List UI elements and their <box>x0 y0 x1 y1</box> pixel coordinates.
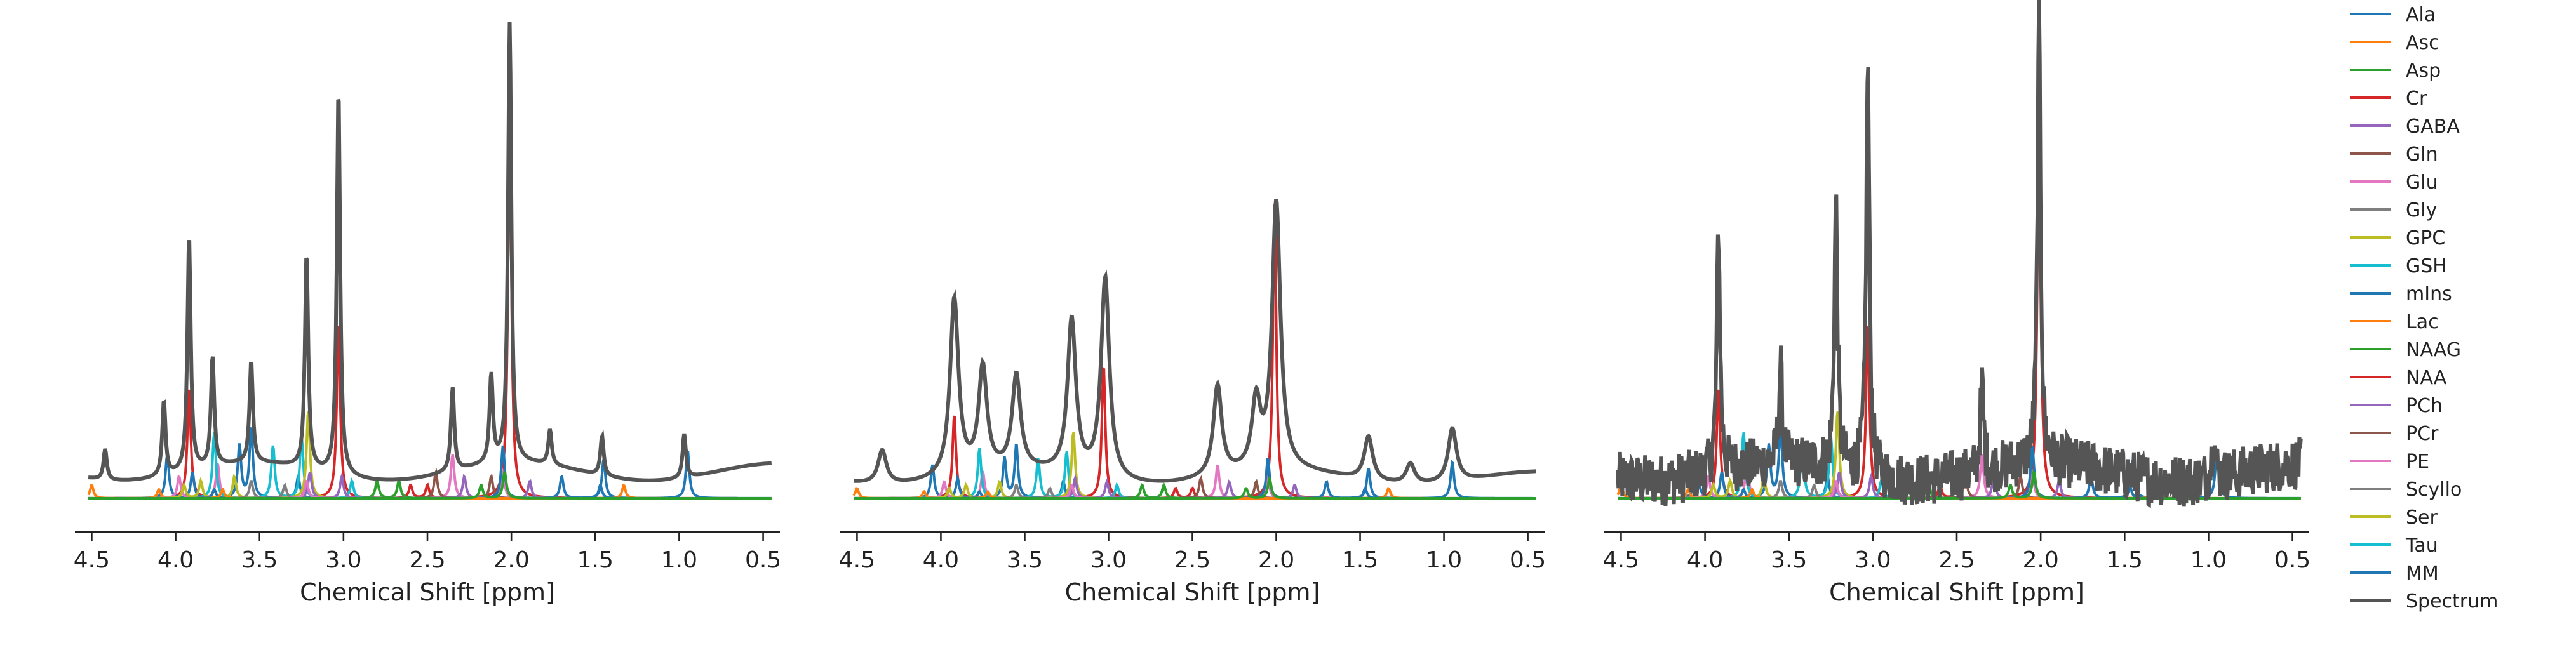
x-tick-label: 4.0 <box>158 547 194 573</box>
legend-label: NAAG <box>2406 339 2461 361</box>
legend-label: PCr <box>2406 423 2439 445</box>
legend-label: Scyllo <box>2406 479 2462 501</box>
legend-label: Asp <box>2406 60 2441 82</box>
legend-item: MM <box>2350 562 2439 585</box>
legend-label: Spectrum <box>2406 590 2498 613</box>
legend-item: Spectrum <box>2350 590 2498 613</box>
legend-label: PE <box>2406 451 2429 473</box>
x-tick-label: 0.5 <box>2274 547 2311 573</box>
legend-item: mIns <box>2350 283 2452 305</box>
legend-item: PCr <box>2350 423 2439 445</box>
x-tick-label: 4.0 <box>923 547 959 573</box>
x-tick-label: 3.5 <box>241 547 278 573</box>
x-tick-label: 1.5 <box>577 547 614 573</box>
x-tick-label: 3.0 <box>1855 547 1891 573</box>
x-tick-label: 4.5 <box>74 547 110 573</box>
legend-item: NAAG <box>2350 339 2461 361</box>
spectrum-curve <box>88 22 772 482</box>
legend-item: Gly <box>2350 199 2437 222</box>
legend-label: Asc <box>2406 32 2439 54</box>
legend-item: GABA <box>2350 116 2460 138</box>
x-axis-label: Chemical Shift [ppm] <box>300 578 555 606</box>
legend-item: Cr <box>2350 88 2427 110</box>
x-tick-label: 2.0 <box>493 547 530 573</box>
legend-label: Gly <box>2406 199 2437 222</box>
x-tick-label: 2.5 <box>1938 547 1975 573</box>
panels: 4.5 4.0 3.5 3.0 2.5 2.0 1.5 1.0 0.5 Chemical Shif… <box>74 0 2311 606</box>
legend-label: PCh <box>2406 395 2443 417</box>
legend-label: MM <box>2406 562 2439 585</box>
spectrum-curve <box>854 198 1537 483</box>
legend-item: Lac <box>2350 311 2439 333</box>
x-tick-label: 4.5 <box>839 547 875 573</box>
legend-label: GABA <box>2406 116 2460 138</box>
x-axis-label: Chemical Shift [ppm] <box>1829 578 2084 606</box>
legend-item: Ser <box>2350 507 2438 529</box>
panel-3: 4.5 4.0 3.5 3.0 2.5 2.0 1.5 1.0 0.5 Chemical Shif… <box>1603 0 2311 606</box>
legend-label: Tau <box>2405 534 2438 557</box>
x-tick-label: 0.5 <box>1510 547 1546 573</box>
x-tick-label: 1.0 <box>2190 547 2227 573</box>
legend-item: Ala <box>2350 4 2436 26</box>
legend: Ala Asc Asp Cr GABA Gln Glu Gly GPC GSH mIns Lac NAA… <box>2350 4 2498 613</box>
legend-label: Cr <box>2406 88 2427 110</box>
x-tick-label: 2.0 <box>2023 547 2059 573</box>
legend-item: GSH <box>2350 255 2447 277</box>
legend-label: NAA <box>2406 367 2447 389</box>
x-tick-label: 0.5 <box>745 547 781 573</box>
x-tick-label: 1.5 <box>2107 547 2143 573</box>
legend-label: GPC <box>2406 227 2445 249</box>
x-axis-label: Chemical Shift [ppm] <box>1065 578 1320 606</box>
x-tick-label: 4.5 <box>1603 547 1639 573</box>
legend-label: Ala <box>2406 4 2436 26</box>
legend-label: Lac <box>2406 311 2439 333</box>
component-curve-naag <box>88 470 772 500</box>
x-tick-label: 1.0 <box>1426 547 1462 573</box>
legend-item: Asp <box>2350 60 2441 82</box>
spectrum-curve <box>1616 0 2303 508</box>
legend-item: Glu <box>2350 171 2438 194</box>
legend-item: Tau <box>2350 534 2438 557</box>
x-tick-label: 1.0 <box>661 547 697 573</box>
legend-item: GPC <box>2350 227 2445 249</box>
x-tick-label: 4.0 <box>1687 547 1723 573</box>
legend-label: mIns <box>2406 283 2452 305</box>
legend-label: GSH <box>2406 255 2447 277</box>
x-tick-label: 3.0 <box>325 547 361 573</box>
legend-item: NAA <box>2350 367 2447 389</box>
x-tick-label: 3.5 <box>1771 547 1807 573</box>
legend-label: Glu <box>2406 171 2438 194</box>
legend-item: PE <box>2350 451 2429 473</box>
x-tick-label: 2.0 <box>1258 547 1294 573</box>
legend-item: PCh <box>2350 395 2443 417</box>
x-tick-label: 3.0 <box>1090 547 1127 573</box>
panel-2: 4.5 4.0 3.5 3.0 2.5 2.0 1.5 1.0 0.5 Chemical Shif… <box>839 198 1546 606</box>
panel-1: 4.5 4.0 3.5 3.0 2.5 2.0 1.5 1.0 0.5 Chemical Shif… <box>74 22 781 606</box>
component-curve-naag <box>854 476 1536 500</box>
legend-item: Scyllo <box>2350 479 2462 501</box>
legend-label: Gln <box>2406 143 2438 166</box>
legend-item: Asc <box>2350 32 2439 54</box>
x-tick-label: 2.5 <box>1174 547 1211 573</box>
x-tick-label: 3.5 <box>1007 547 1043 573</box>
x-tick-label: 2.5 <box>409 547 445 573</box>
legend-label: Ser <box>2406 507 2438 529</box>
legend-item: Gln <box>2350 143 2438 166</box>
x-tick-label: 1.5 <box>1342 547 1378 573</box>
